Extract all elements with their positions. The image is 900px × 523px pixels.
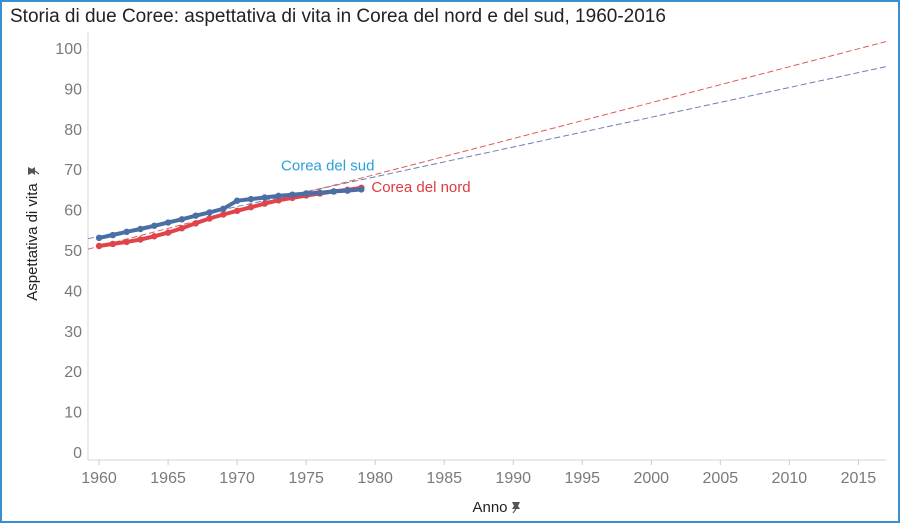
- data-point-south[interactable]: [302, 190, 310, 197]
- data-point-north[interactable]: [233, 207, 241, 215]
- x-tick-label: 1980: [357, 470, 393, 487]
- x-tick-label: 2005: [703, 470, 739, 487]
- y-tick-label: 60: [64, 203, 82, 220]
- data-point-north[interactable]: [192, 220, 199, 227]
- data-point-south[interactable]: [316, 189, 324, 196]
- data-point-north[interactable]: [275, 197, 282, 204]
- data-point-south[interactable]: [109, 231, 117, 239]
- x-tick-label: 2010: [772, 470, 808, 487]
- chart-title: Storia di due Coree: aspettativa di vita…: [10, 6, 666, 27]
- data-point-south[interactable]: [330, 188, 337, 195]
- series-label-south: Corea del sud: [281, 157, 374, 174]
- data-point-north[interactable]: [247, 203, 255, 211]
- y-tick-label: 80: [64, 122, 82, 139]
- x-axis-pin-icon[interactable]: [512, 502, 520, 514]
- x-tick-label: 2015: [841, 470, 877, 487]
- data-point-north[interactable]: [137, 236, 144, 243]
- x-tick-label: 1975: [288, 470, 324, 487]
- data-point-north[interactable]: [164, 229, 172, 236]
- y-tick-label: 100: [55, 41, 82, 58]
- data-point-north[interactable]: [206, 215, 213, 222]
- y-tick-label: 0: [73, 445, 82, 462]
- x-tick-label: 2000: [633, 470, 669, 487]
- data-point-north[interactable]: [109, 240, 117, 248]
- data-point-south[interactable]: [261, 194, 268, 201]
- data-point-south[interactable]: [289, 191, 296, 198]
- data-point-south[interactable]: [275, 192, 282, 200]
- y-tick-label: 50: [64, 243, 82, 260]
- y-tick-label: 20: [64, 364, 82, 381]
- y-tick-label: 10: [64, 405, 82, 422]
- data-point-south[interactable]: [358, 186, 365, 193]
- data-point-south[interactable]: [247, 195, 255, 203]
- y-axis-title: Aspettativa di vita: [24, 183, 41, 301]
- data-point-south[interactable]: [344, 187, 351, 194]
- y-tick-label: 30: [64, 324, 82, 341]
- data-point-south[interactable]: [123, 228, 130, 236]
- data-point-south[interactable]: [95, 234, 103, 242]
- series-labels: Corea del sud Corea del nord: [281, 157, 471, 195]
- x-tick-label: 1965: [150, 470, 186, 487]
- x-tick-label: 1985: [426, 470, 462, 487]
- data-point-south[interactable]: [220, 205, 227, 213]
- x-axis: 1960 1965 1970 1975 1980 1985 1990 1995 2000 2005…: [81, 459, 886, 487]
- data-point-north[interactable]: [151, 233, 158, 240]
- x-tick-label: 1960: [81, 470, 117, 487]
- data-point-south[interactable]: [192, 212, 199, 219]
- y-tick-label: 40: [64, 283, 82, 300]
- x-axis-title: Anno: [472, 499, 507, 516]
- y-tick-label: 90: [64, 81, 82, 98]
- data-point-south[interactable]: [206, 209, 213, 216]
- y-axis-pin-icon[interactable]: [28, 167, 40, 175]
- data-point-south[interactable]: [233, 197, 241, 204]
- data-point-north[interactable]: [95, 242, 103, 250]
- data-point-north[interactable]: [123, 238, 130, 246]
- x-tick-label: 1995: [564, 470, 600, 487]
- data-point-south[interactable]: [164, 219, 172, 226]
- data-point-north[interactable]: [261, 200, 268, 207]
- data-point-north[interactable]: [220, 211, 227, 218]
- data-point-south[interactable]: [151, 222, 158, 229]
- y-tick-label: 70: [64, 162, 82, 179]
- series-label-north: Corea del nord: [371, 179, 470, 196]
- data-point-south[interactable]: [137, 225, 144, 233]
- x-tick-label: 1990: [495, 470, 531, 487]
- x-tick-label: 1970: [219, 470, 255, 487]
- series-lines: [95, 184, 365, 250]
- data-point-north[interactable]: [178, 224, 186, 232]
- data-point-south[interactable]: [178, 216, 186, 223]
- y-axis: 0 10 20 30 40 50 60 70 80 90 100: [55, 32, 89, 462]
